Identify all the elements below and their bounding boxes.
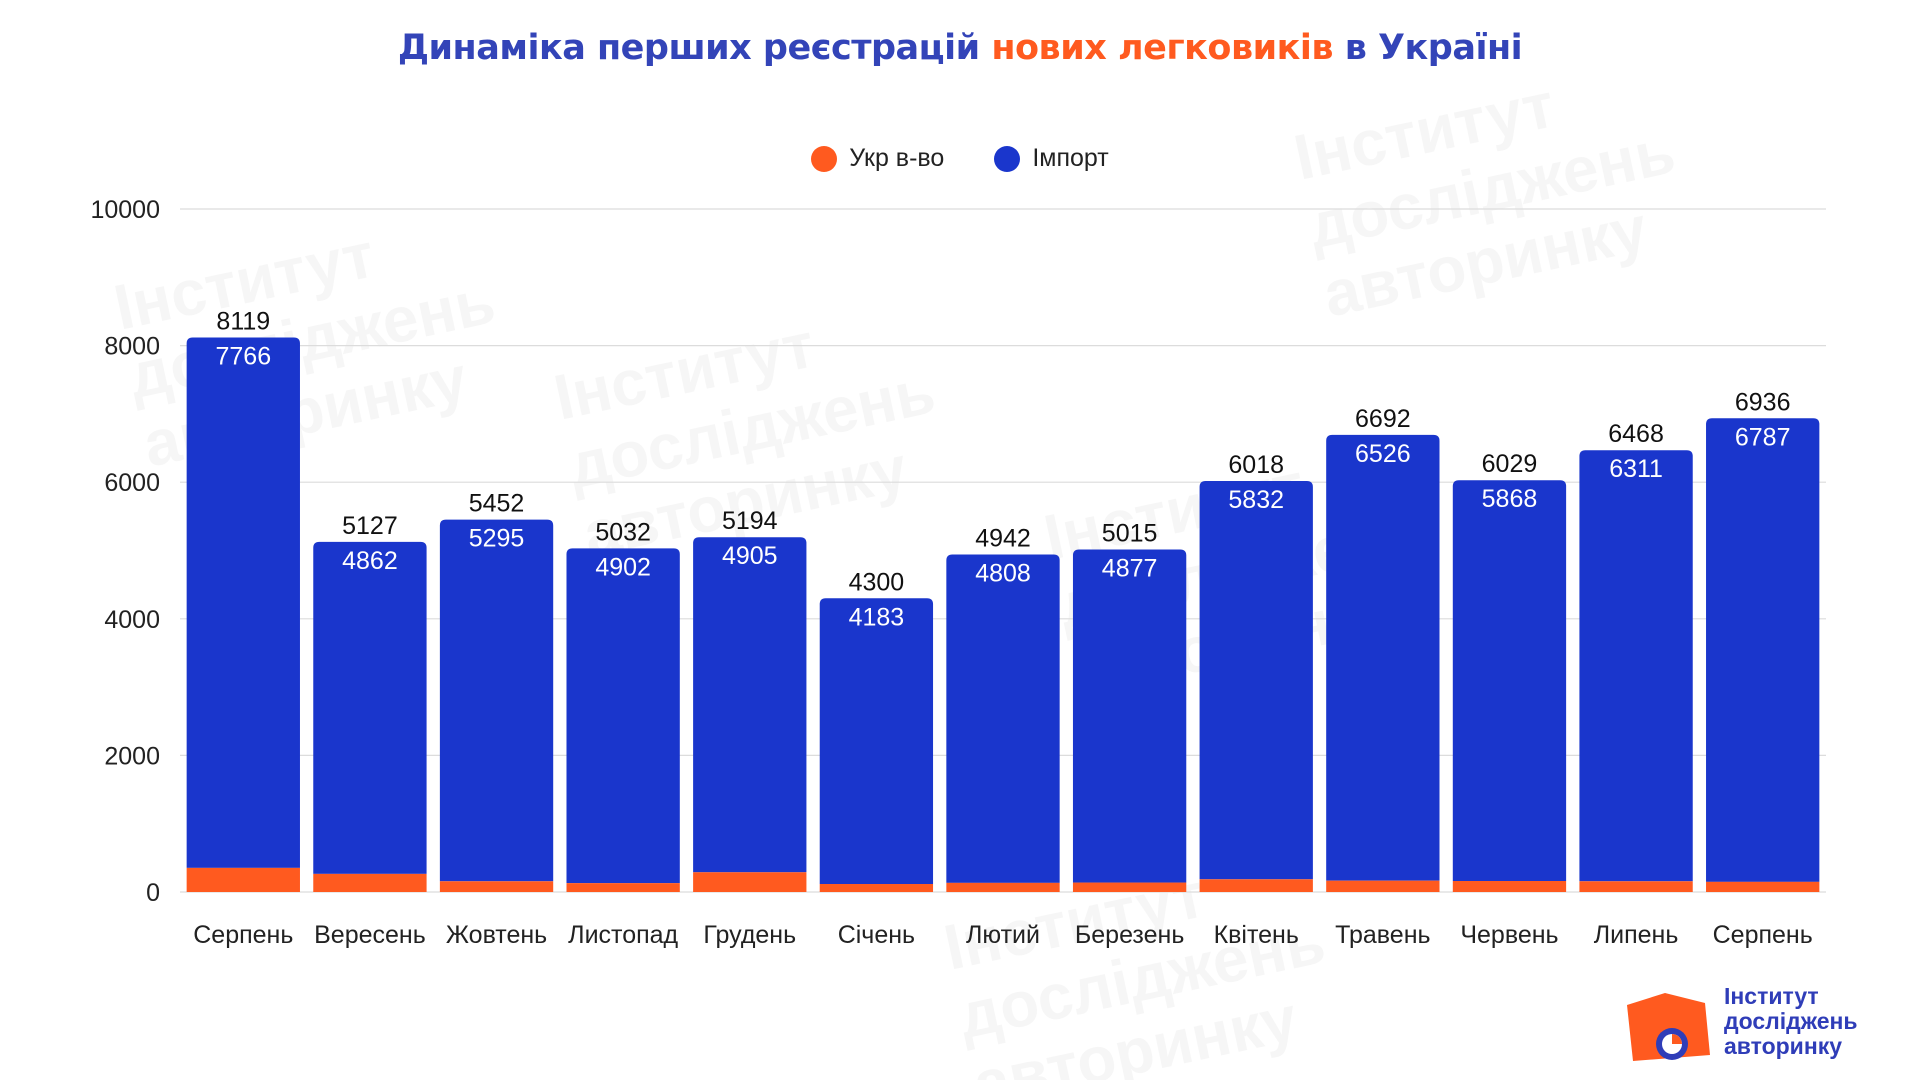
x-tick-label: Лютий <box>966 921 1040 949</box>
logo-text: Інститут досліджень авторинку <box>1724 984 1858 1059</box>
bar-ukr <box>1452 881 1567 892</box>
total-label: 5127 <box>342 512 398 540</box>
total-label: 4300 <box>849 568 905 596</box>
bar-import <box>186 337 300 868</box>
bar-import <box>693 537 807 873</box>
total-label: 6018 <box>1228 451 1284 479</box>
x-tick-label: Січень <box>838 921 915 949</box>
bar-ukr <box>1579 881 1693 892</box>
bar-ukr <box>566 883 680 892</box>
import-label: 4862 <box>342 547 398 575</box>
logo-line-2: досліджень <box>1724 1008 1858 1034</box>
total-label: 5015 <box>1102 519 1158 547</box>
total-label: 5452 <box>469 490 525 518</box>
bar-import <box>1326 434 1440 881</box>
bar-import <box>1579 450 1693 882</box>
legend-label-import: Імпорт <box>1032 144 1109 172</box>
x-tick-label: Вересень <box>314 921 426 949</box>
y-tick-label: 8000 <box>104 333 160 361</box>
legend-item-ukr: Укр в-во <box>811 144 944 173</box>
x-tick-label: Серпень <box>193 921 293 949</box>
bar-import <box>566 548 680 884</box>
bar-import <box>439 519 554 882</box>
import-label: 4183 <box>849 603 905 631</box>
y-tick-label: 10000 <box>90 196 160 224</box>
bar-ukr <box>439 881 554 892</box>
data-labels: 8119 7766 5127 4862 5452 5295 5032 4902 5194 4905… <box>215 307 1790 631</box>
import-label: 6311 <box>1609 455 1663 483</box>
x-tick-label: Квітень <box>1214 921 1299 949</box>
legend-item-import: Імпорт <box>994 144 1109 173</box>
x-tick-label: Грудень <box>703 921 796 949</box>
total-label: 6468 <box>1608 420 1664 448</box>
chart-title: Динаміка перших реєстрацій нових легкови… <box>0 28 1920 68</box>
bar-import <box>313 541 427 874</box>
total-label: 5194 <box>722 507 778 535</box>
x-tick-label: Травень <box>1335 921 1430 949</box>
legend-dot-import <box>994 145 1021 172</box>
import-label: 5868 <box>1482 485 1538 513</box>
total-label: 4942 <box>975 524 1031 552</box>
bar-ukr <box>693 872 807 892</box>
title-part3: в Україні <box>1333 28 1523 68</box>
import-label: 5295 <box>469 525 525 553</box>
bar-import <box>1072 549 1187 883</box>
x-axis-ticks: Серпень Вересень Жовтень Листопад Грудень Січ… <box>193 921 1813 949</box>
chart-legend: Укр в-во Імпорт <box>0 144 1920 173</box>
x-tick-label: Серпень <box>1713 921 1813 949</box>
bar-import <box>1452 480 1567 882</box>
import-label: 6526 <box>1355 440 1411 468</box>
x-tick-label: Березень <box>1075 921 1185 949</box>
import-label: 5832 <box>1228 486 1284 514</box>
import-label: 4902 <box>595 553 651 581</box>
bar-ukr <box>313 873 427 892</box>
y-axis-ticks: 0 2000 4000 6000 8000 10000 <box>90 196 160 907</box>
x-tick-label: Червень <box>1460 921 1558 949</box>
bar-ukr <box>1072 882 1187 892</box>
y-tick-label: 4000 <box>104 606 160 634</box>
title-part1: Динаміка перших реєстрацій <box>397 28 992 68</box>
total-label: 6029 <box>1482 450 1538 478</box>
total-label: 5032 <box>595 518 651 546</box>
logo-line-1: Інститут <box>1724 983 1819 1009</box>
x-tick-label: Липень <box>1594 921 1679 949</box>
import-label: 7766 <box>215 342 271 370</box>
total-label: 8119 <box>216 307 270 335</box>
bar-import <box>819 598 934 885</box>
import-label: 4877 <box>1102 554 1158 582</box>
logo <box>1627 993 1710 1061</box>
bar-ukr <box>186 867 300 892</box>
import-label: 6787 <box>1735 423 1791 451</box>
logo-shape <box>1627 993 1710 1061</box>
y-tick-label: 2000 <box>104 742 160 770</box>
total-label: 6692 <box>1355 405 1411 433</box>
x-tick-label: Жовтень <box>446 921 547 949</box>
import-label: 4808 <box>975 559 1031 587</box>
bar-ukr <box>1706 881 1820 892</box>
bars <box>186 337 1820 892</box>
import-label: 4905 <box>722 542 778 570</box>
bar-ukr <box>1199 879 1313 892</box>
bar-ukr <box>1326 880 1440 892</box>
total-label: 6936 <box>1735 388 1791 416</box>
x-tick-label: Листопад <box>568 921 678 949</box>
bar-import <box>1706 418 1820 882</box>
bar-ukr <box>819 884 934 892</box>
y-tick-label: 0 <box>146 879 160 907</box>
bar-import <box>1199 480 1313 880</box>
title-part2: нових легковиків <box>991 28 1334 68</box>
legend-dot-ukr <box>811 145 838 172</box>
bar-ukr <box>946 882 1060 892</box>
legend-label-ukr: Укр в-во <box>849 144 945 172</box>
bar-import <box>946 554 1060 883</box>
logo-line-3: авторинку <box>1724 1033 1843 1059</box>
y-tick-label: 6000 <box>104 469 160 497</box>
